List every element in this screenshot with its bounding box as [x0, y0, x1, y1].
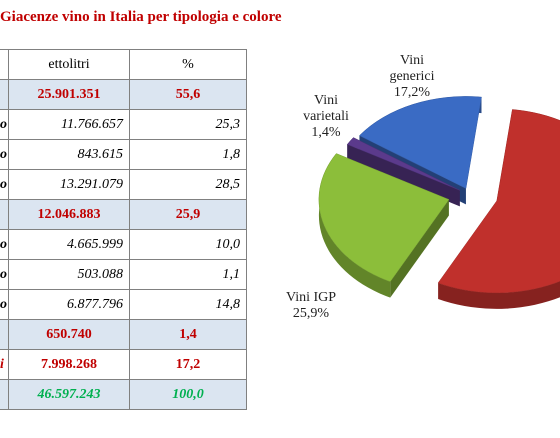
- table-row: o 6.877.796 14,8: [0, 289, 247, 320]
- pie-label-name: Vini: [400, 53, 424, 68]
- ettolitri-cell: 650.740: [8, 319, 130, 350]
- percent-cell: 25,9: [129, 199, 247, 230]
- pie-label-name: generici: [389, 69, 434, 84]
- pie-slice-wall: [347, 144, 460, 207]
- pie-slice-vini-varietali: [346, 137, 460, 191]
- pie-slice-vini-generici: [359, 96, 482, 189]
- pie-label-value: 17,2%: [394, 85, 431, 100]
- pie-slice-wall: [390, 199, 449, 298]
- ettolitri-cell: 12.046.883: [8, 199, 130, 230]
- pie-slice-vini-dop: [437, 109, 560, 294]
- ettolitri-cell: 843.615: [8, 139, 130, 170]
- percent-cell: 100,0: [129, 379, 247, 410]
- page-title: Giacenze vino in Italia per tipologia e …: [0, 9, 282, 25]
- table-row: o 13.291.079 28,5: [0, 169, 247, 200]
- pie-label-name: varietali: [303, 109, 349, 124]
- ettolitri-cell: 503.088: [8, 259, 130, 290]
- ettolitri-cell: 25.901.351: [8, 79, 130, 110]
- table-row: o 843.615 1,8: [0, 139, 247, 170]
- table-row: 25.901.351 55,6: [0, 79, 247, 110]
- percent-cell: 1,4: [129, 319, 247, 350]
- table-row: i 7.998.268 17,2: [0, 349, 247, 380]
- table-row: 650.740 1,4: [0, 319, 247, 350]
- table-row: 12.046.883 25,9: [0, 199, 247, 230]
- percent-cell: 28,5: [129, 169, 247, 200]
- ettolitri-cell: 13.291.079: [8, 169, 130, 200]
- stock-table: ettolitri% 25.901.351 55,6 o 11.766.657 25,3 o…: [0, 49, 247, 410]
- pie-label-value: 1,4%: [311, 125, 341, 140]
- pie-label-name: Vini IGP: [286, 290, 336, 305]
- ettolitri-cell: 6.877.796: [8, 289, 130, 320]
- header-ettolitri: ettolitri: [8, 49, 130, 80]
- table-header-row: ettolitri%: [0, 49, 247, 80]
- ettolitri-cell: 11.766.657: [8, 109, 130, 140]
- header-percent: %: [129, 49, 247, 80]
- pie-slice-vini-igp: [318, 153, 450, 282]
- pie-label-name: Vini: [314, 93, 338, 108]
- pie-label-value: 25,9%: [293, 306, 330, 321]
- pie-slice-side: [318, 153, 391, 298]
- table-row: 46.597.243 100,0: [0, 379, 247, 410]
- percent-cell: 14,8: [129, 289, 247, 320]
- percent-cell: 17,2: [129, 349, 247, 380]
- ettolitri-cell: 46.597.243: [8, 379, 130, 410]
- table-row: o 11.766.657 25,3: [0, 109, 247, 140]
- percent-cell: 55,6: [129, 79, 247, 110]
